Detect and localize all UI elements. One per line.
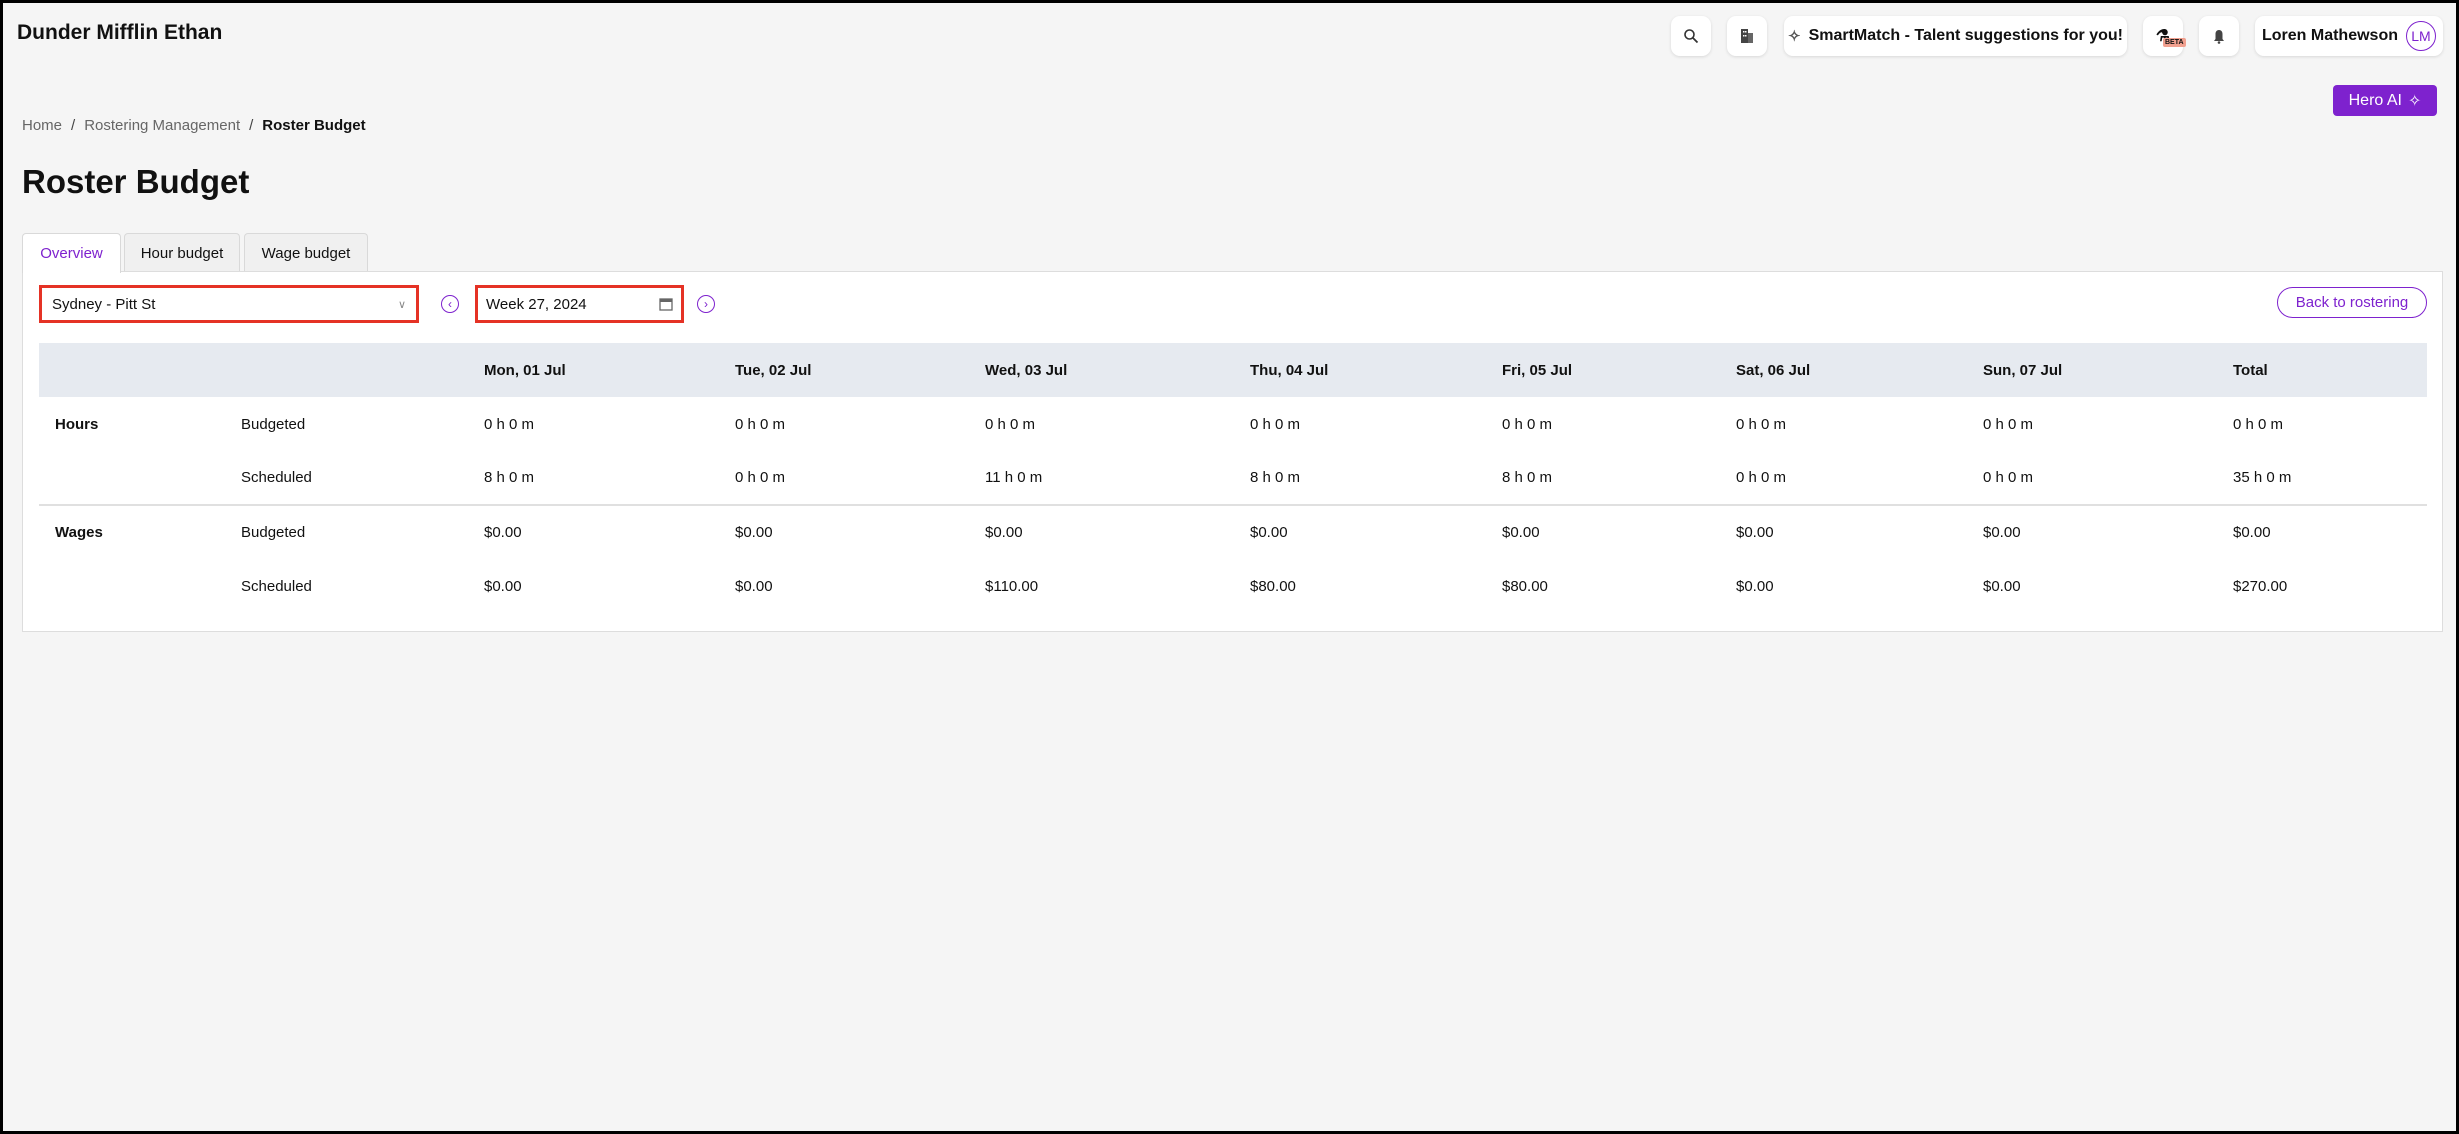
row-group: Hours: [55, 415, 99, 433]
table-cell: 8 h 0 m: [1502, 469, 1553, 486]
building-icon: [1741, 29, 1753, 43]
smartmatch-button[interactable]: ✧ SmartMatch - Talent suggestions for yo…: [1784, 16, 2127, 56]
table-cell: $0.00: [1234, 504, 1486, 559]
search-button[interactable]: [1671, 16, 1711, 56]
row-type: Budgeted: [241, 415, 306, 433]
column-header: Total: [2233, 361, 2268, 379]
column-header: [39, 343, 225, 397]
chevron-right-icon: ›: [704, 297, 708, 311]
table-row: Wages Budgeted $0.00 $0.00 $0.00 $0.00 $0.00 $0…: [39, 504, 2427, 559]
tab-wage-budget[interactable]: Wage budget: [244, 233, 368, 272]
table-cell: 0 h 0 m: [985, 415, 1036, 433]
hero-ai-button[interactable]: Hero AI ✧: [2333, 85, 2437, 116]
notifications-button[interactable]: [2199, 16, 2239, 56]
table-cell: $110.00: [985, 577, 1039, 595]
column-header: Sat, 06 Jul: [1736, 361, 1811, 379]
column-header: Wed, 03 Jul: [985, 361, 1068, 379]
table-cell: 0 h 0 m: [1502, 415, 1553, 433]
next-week-button[interactable]: ›: [697, 295, 715, 313]
column-header: Tue, 02 Jul: [735, 361, 812, 379]
table-cell: $0.00: [1486, 504, 1720, 559]
overview-panel: [22, 271, 2443, 632]
table-row: Scheduled $0.00 $0.00 $110.00 $80.00 $80.00 $0…: [39, 559, 2427, 613]
table-cell: $270.00: [2233, 577, 2288, 595]
previous-week-button[interactable]: ‹: [441, 295, 459, 313]
search-icon: [1684, 29, 1699, 44]
tab-overview[interactable]: Overview: [22, 233, 121, 273]
user-name: Loren Mathewson: [2261, 27, 2398, 44]
row-type: Scheduled: [241, 577, 312, 595]
row-type: Scheduled: [241, 469, 312, 486]
table-header-row: Mon, 01 Jul Tue, 02 Jul Wed, 03 Jul Thu, 04…: [39, 343, 2427, 397]
avatar: LM: [2406, 21, 2436, 51]
table-cell: $0.00: [1967, 504, 2217, 559]
sparkle-icon: ✧: [2407, 92, 2422, 110]
chevron-left-icon: ‹: [448, 297, 452, 311]
table-cell: $80.00: [1250, 577, 1296, 595]
breadcrumb: Home / Rostering Management / Roster Budget: [22, 117, 366, 134]
app-title: Dunder Mifflin Ethan: [17, 21, 223, 44]
table-cell: $0.00: [1736, 577, 1774, 595]
chevron-down-icon: ∨: [397, 298, 406, 311]
location-value: Sydney - Pitt St: [52, 295, 156, 313]
table-cell: 0 h 0 m: [1736, 469, 1787, 486]
week-picker[interactable]: Week 27, 2024: [475, 285, 684, 323]
beta-badge: BETA: [2163, 38, 2186, 47]
table-cell: 0 h 0 m: [1983, 415, 2034, 433]
column-header: [225, 343, 468, 397]
page-title: Roster Budget: [22, 163, 250, 200]
table-cell: 8 h 0 m: [484, 469, 535, 486]
table-cell: 0 h 0 m: [1983, 469, 2034, 486]
user-menu-button[interactable]: Loren Mathewson LM: [2255, 16, 2443, 56]
building-button[interactable]: [1727, 16, 1767, 56]
bell-icon: [2214, 29, 2224, 44]
smartmatch-label: SmartMatch - Talent suggestions for you!: [1808, 27, 2123, 44]
column-header: Fri, 05 Jul: [1502, 361, 1573, 379]
breadcrumb-rostering-management[interactable]: Rostering Management: [84, 117, 241, 134]
table-cell: 0 h 0 m: [735, 469, 786, 486]
week-value: Week 27, 2024: [486, 295, 587, 313]
calendar-icon: [659, 298, 673, 311]
beta-labs-button[interactable]: ⚗ BETA: [2143, 16, 2186, 56]
column-header: Thu, 04 Jul: [1250, 361, 1329, 379]
column-header: Mon, 01 Jul: [484, 361, 566, 379]
table-cell: $0.00: [969, 504, 1234, 559]
table-cell: 35 h 0 m: [2233, 469, 2292, 486]
table-row: Scheduled 8 h 0 m 0 h 0 m 11 h 0 m 8 h 0 m 8 …: [39, 451, 2427, 505]
table-cell: 0 h 0 m: [1250, 415, 1301, 433]
location-select[interactable]: Sydney - Pitt St ∨: [39, 285, 419, 323]
table-cell: 0 h 0 m: [2233, 415, 2284, 433]
table-cell: 11 h 0 m: [985, 469, 1043, 486]
table-cell: $0.00: [1983, 577, 2021, 595]
tab-hour-budget[interactable]: Hour budget: [124, 233, 240, 272]
row-group: [39, 451, 225, 505]
table-cell: 0 h 0 m: [735, 415, 786, 433]
row-group: [39, 559, 225, 613]
table-cell: $0.00: [1720, 504, 1967, 559]
sparkle-icon: ✧: [1788, 28, 1801, 45]
budget-table: Mon, 01 Jul Tue, 02 Jul Wed, 03 Jul Thu, 04…: [39, 343, 2427, 613]
table-cell: $0.00: [468, 504, 719, 559]
table-cell: $80.00: [1502, 577, 1548, 595]
back-to-rostering-button[interactable]: Back to rostering: [2277, 287, 2427, 318]
breadcrumb-home[interactable]: Home: [22, 117, 63, 134]
table-cell: 0 h 0 m: [484, 415, 535, 433]
table-cell: $0.00: [2217, 504, 2427, 559]
table-cell: 0 h 0 m: [1736, 415, 1787, 433]
table-row: Hours Budgeted 0 h 0 m 0 h 0 m 0 h 0 m 0 h 0 …: [39, 397, 2427, 451]
table-cell: $0.00: [484, 577, 522, 595]
column-header: Sun, 07 Jul: [1983, 361, 2063, 379]
table-cell: 8 h 0 m: [1250, 469, 1301, 486]
row-group: Wages: [39, 504, 225, 559]
table-cell: $0.00: [735, 577, 773, 595]
breadcrumb-current: Roster Budget: [262, 117, 366, 134]
hero-ai-label: Hero AI: [2348, 91, 2402, 109]
row-type: Budgeted: [225, 504, 468, 559]
table-cell: $0.00: [719, 504, 969, 559]
